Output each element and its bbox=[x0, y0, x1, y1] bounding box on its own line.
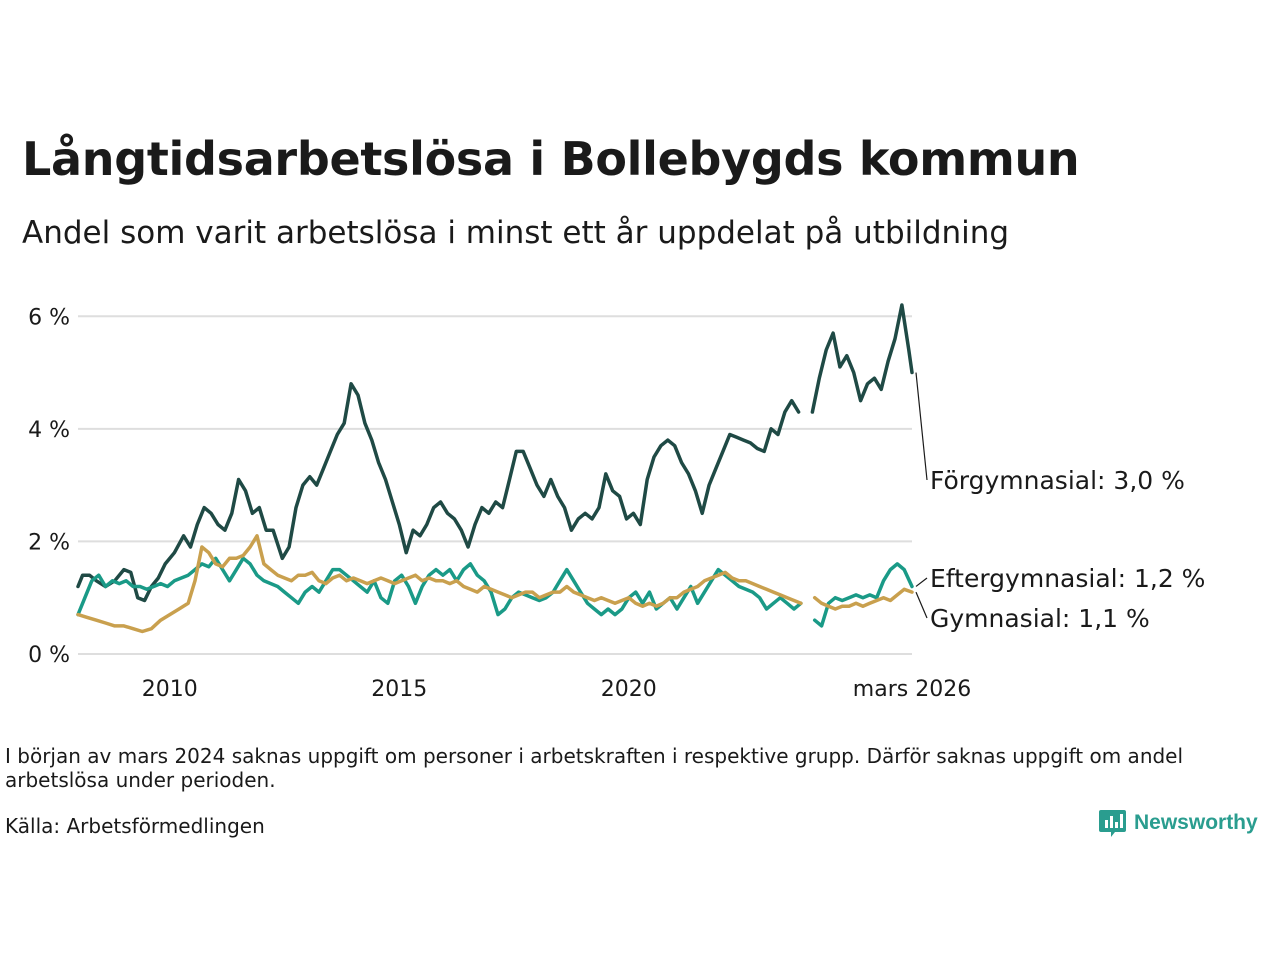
y-axis-ticks: 0 % 2 % 4 % 6 % bbox=[28, 305, 70, 668]
series-label-eftergymnasial: Eftergymnasial: 1,2 % bbox=[930, 564, 1205, 593]
series-line-forgymnasial bbox=[810, 303, 914, 414]
line-chart: 0 % 2 % 4 % 6 % 2010 2015 2020 mars 2026 Förgy… bbox=[28, 303, 1205, 702]
y-tick-label: 6 % bbox=[28, 305, 70, 330]
series-label-forgymnasial: Förgymnasial: 3,0 % bbox=[930, 466, 1185, 495]
chart-title: Långtidsarbetslösa i Bollebygds kommun bbox=[22, 132, 1080, 186]
x-tick-label: 2020 bbox=[601, 677, 657, 702]
source-note: Källa: Arbetsförmedlingen bbox=[5, 814, 265, 838]
y-tick-label: 4 % bbox=[28, 418, 70, 443]
series-lines bbox=[76, 303, 914, 634]
x-tick-label: 2015 bbox=[371, 677, 427, 702]
chart-subtitle: Andel som varit arbetslösa i minst ett å… bbox=[22, 215, 1010, 251]
series-line-eftergymnasial bbox=[812, 562, 914, 628]
label-leader bbox=[915, 591, 928, 619]
series-line-gymnasial bbox=[812, 587, 914, 611]
x-axis-ticks: 2010 2015 2020 mars 2026 bbox=[142, 677, 971, 702]
y-tick-label: 2 % bbox=[28, 530, 70, 555]
end-labels: Förgymnasial: 3,0 % Eftergymnasial: 1,2 %… bbox=[915, 372, 1205, 633]
brand-logo: Newsworthy bbox=[1099, 808, 1258, 838]
footnote: I början av mars 2024 saknas uppgift om … bbox=[5, 744, 1184, 792]
label-leader bbox=[915, 577, 928, 587]
x-tick-label: mars 2026 bbox=[853, 677, 971, 702]
brand-name: Newsworthy bbox=[1134, 811, 1258, 834]
y-tick-label: 0 % bbox=[28, 643, 70, 668]
series-line-forgymnasial bbox=[76, 382, 801, 603]
x-tick-label: 2010 bbox=[142, 677, 198, 702]
series-label-gymnasial: Gymnasial: 1,1 % bbox=[930, 604, 1150, 633]
label-leader bbox=[915, 372, 928, 481]
bar-chart-icon bbox=[1099, 810, 1126, 837]
series-line-gymnasial bbox=[76, 534, 803, 634]
